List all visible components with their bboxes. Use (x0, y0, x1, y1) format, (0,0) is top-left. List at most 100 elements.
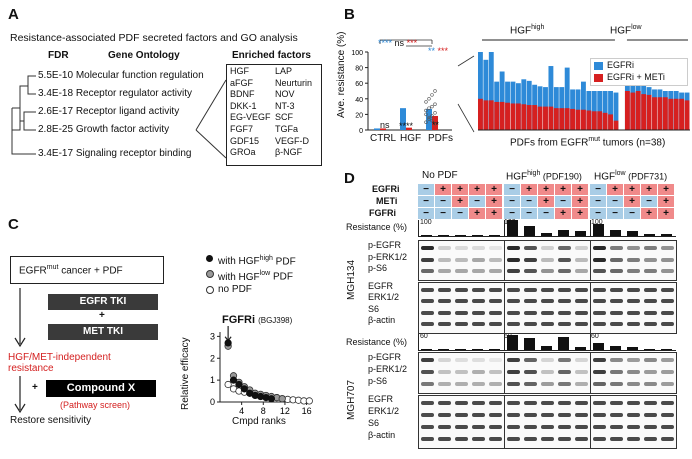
blot-band (593, 299, 606, 303)
blot-band (627, 269, 640, 273)
total-blot (590, 395, 677, 449)
blot-band (661, 437, 674, 441)
cond-hgf-low: HGFlow (PDF731) (594, 170, 668, 183)
blot-band (644, 257, 657, 262)
c-legend: with HGFhigh PDF with HGFlow PDF no PDF (206, 253, 296, 296)
blot-band (524, 370, 537, 374)
treatment-sign: + (658, 208, 674, 219)
legend-dot-none (206, 285, 214, 294)
blot-band (661, 382, 674, 386)
blot-band (524, 322, 537, 326)
cond-hgf-high: HGFhigh (PDF190) (506, 170, 582, 183)
treatment-sign: + (469, 184, 485, 195)
b-big-bar-egfri-meti (559, 108, 565, 130)
cond-no-pdf: No PDF (422, 170, 458, 181)
blot-band (472, 437, 485, 441)
b-big-bar-egfri-meti (510, 103, 516, 130)
panel-c-label: C (8, 216, 19, 233)
blot-band (438, 257, 451, 262)
blot-band (661, 310, 674, 315)
blot-band (455, 299, 468, 303)
blot-band (644, 358, 657, 362)
blot-band (541, 425, 554, 429)
b-sig-bottom-2: **** (399, 121, 414, 131)
blot-band (438, 382, 451, 386)
resistance-bar (627, 347, 638, 350)
b-big-bar-egfri (608, 91, 613, 130)
blot-band (558, 322, 571, 326)
blot-band (593, 257, 606, 262)
b-pdf-point (433, 102, 437, 106)
blot-band (644, 437, 657, 441)
blot-band (593, 401, 606, 405)
blot-band (524, 382, 537, 386)
blot-band (593, 413, 606, 417)
b-big-bar-egfri-meti (608, 114, 613, 130)
protein-label: p-ERK1/2 (368, 364, 408, 374)
treatment-sign: + (572, 184, 588, 195)
c-point-no-pdf (224, 380, 232, 389)
b-bar-egfri-meti (406, 127, 412, 130)
treatment-sign: + (572, 196, 588, 207)
b-pdf-point (433, 111, 437, 115)
blot-band (438, 401, 451, 405)
blot-band (661, 299, 674, 303)
treatment-sign: + (572, 208, 588, 219)
blot-band (455, 246, 468, 250)
b-legend: EGFRi EGFRi + METi (590, 58, 688, 86)
blot-band (610, 437, 623, 441)
blot-band (541, 437, 554, 441)
blot-band (644, 322, 657, 326)
blot-band (575, 401, 588, 405)
blot-band (489, 370, 502, 374)
blot-band (558, 425, 571, 429)
b-big-bar-egfri (499, 71, 505, 130)
treatment-sign: − (469, 196, 485, 207)
blot-band (421, 370, 434, 374)
total-blot (418, 281, 505, 334)
blot-band (507, 437, 520, 441)
fgfri-title: FGFRi (BGJ398) (222, 314, 293, 326)
egfr-tki-box: EGFR TKI (48, 294, 158, 310)
resistance-bar (438, 349, 449, 350)
b-big-bar-egfri-meti (483, 100, 489, 130)
b-ytick-label: 100 (351, 50, 363, 57)
header-ontology: Gene Ontology (108, 50, 180, 61)
resistance-label-1: Resistance (%) (346, 222, 408, 232)
blot-band (489, 322, 502, 326)
resistance-bar (489, 235, 500, 236)
blot-band (421, 437, 434, 441)
c-xtick-label: 16 (302, 406, 312, 416)
blot-band (627, 246, 640, 250)
blot-band (558, 370, 571, 374)
blot-band (644, 310, 657, 315)
b-big-bar-egfri-meti (478, 98, 483, 130)
blot-band (575, 425, 588, 429)
treat-meti: METi (376, 196, 398, 206)
blot-band (472, 358, 485, 362)
resistance-bar (455, 349, 466, 350)
blot-band (541, 370, 554, 374)
blot-band (438, 370, 451, 374)
resistance-bar (644, 233, 655, 236)
blot-band (558, 299, 571, 303)
treatment-sign: + (452, 196, 468, 207)
c-legend-low: with HGFlow PDF (206, 268, 296, 283)
b-big-bar-egfri-meti (630, 92, 636, 130)
blot-band (661, 269, 674, 273)
blot-band (593, 370, 606, 374)
treatment-sign: + (486, 184, 502, 195)
treatment-sign: + (641, 208, 657, 219)
blot-band (455, 287, 468, 292)
blot-band (507, 322, 520, 326)
blot-band (627, 310, 640, 315)
treat-egfri: EGFRi (372, 184, 400, 194)
b-ytick-label: 60 (355, 81, 363, 88)
panel-b-charts: 0 20 40 60 80 100 (351, 39, 690, 135)
b-big-bar-egfri-meti (657, 97, 663, 130)
blot-band (644, 425, 657, 429)
blot-band (558, 437, 571, 441)
resistance-bar (489, 349, 500, 350)
resistance-bar (627, 231, 638, 236)
